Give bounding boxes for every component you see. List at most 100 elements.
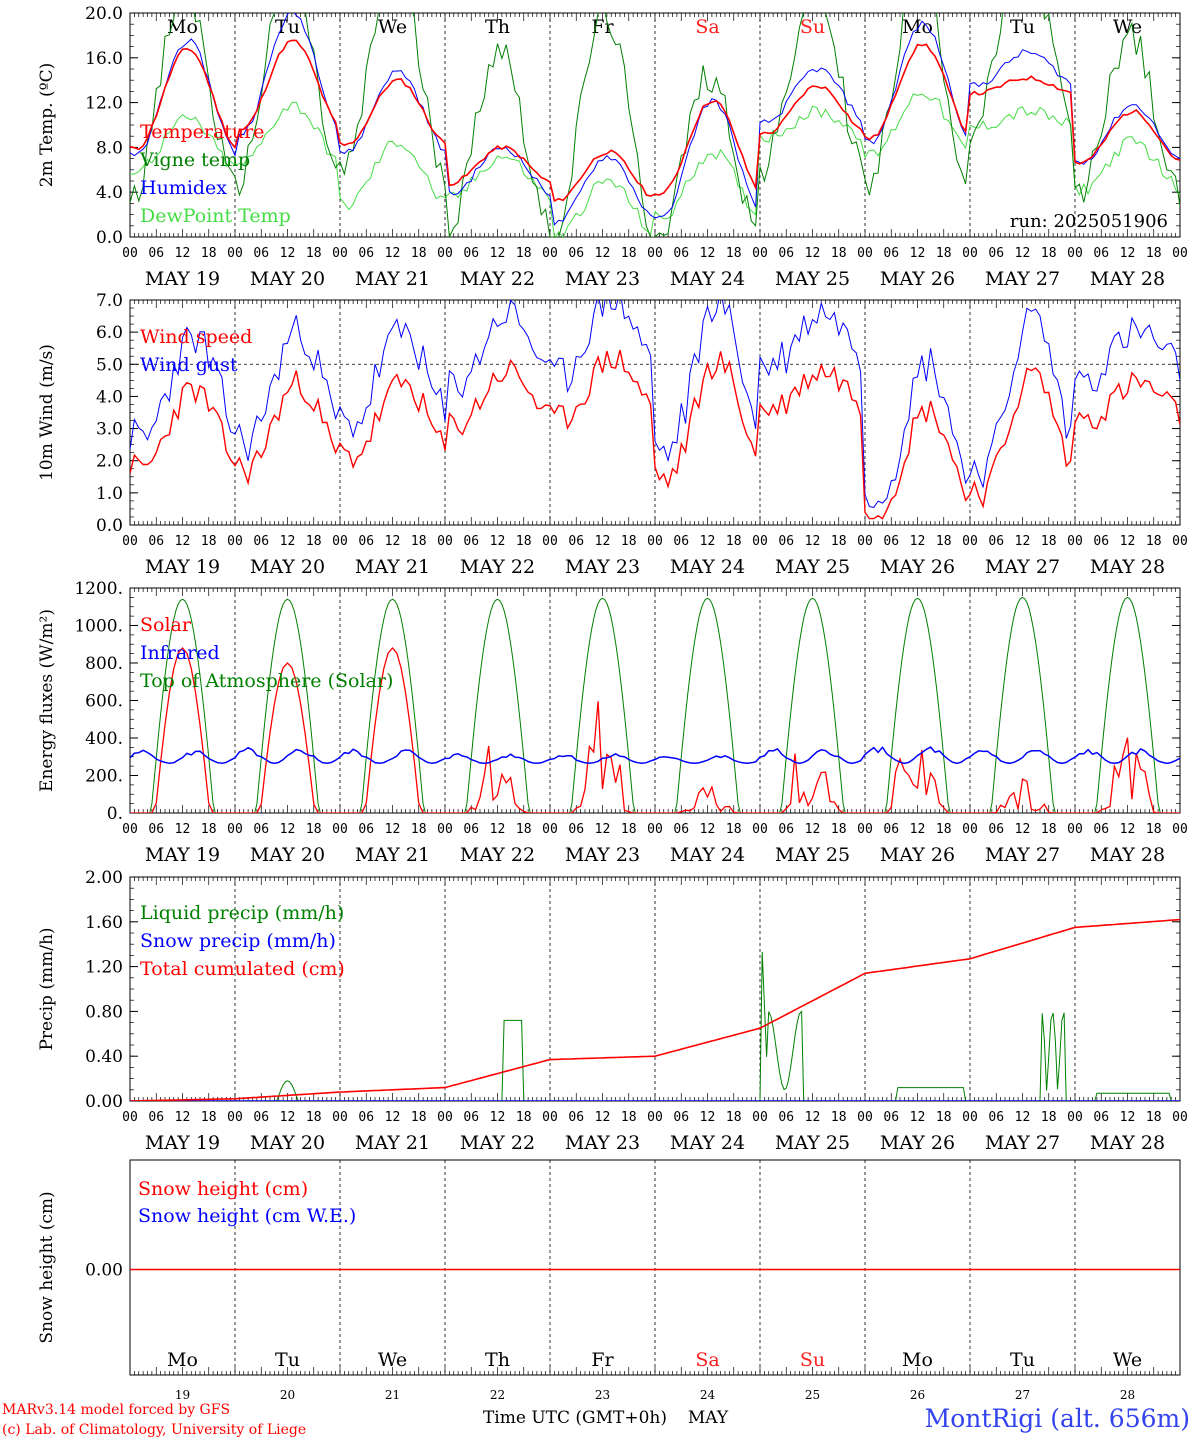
y-tick-label: 1000. xyxy=(74,617,123,637)
day-number-label: 22 xyxy=(490,1388,505,1402)
x-axis-month: MAY xyxy=(688,1408,729,1428)
hour-tick-label: 12 xyxy=(910,822,926,837)
weekday-label: Fr xyxy=(591,1349,614,1371)
hour-tick-label: 18 xyxy=(1146,534,1162,549)
hour-tick-label: 12 xyxy=(700,534,716,549)
hour-tick-label: 18 xyxy=(516,246,532,261)
y-axis-title: 10m Wind (m/s) xyxy=(37,344,57,481)
hour-tick-label: 12 xyxy=(1120,1110,1136,1125)
hour-tick-label: 00 xyxy=(437,246,453,261)
series-temperature xyxy=(130,39,1180,203)
y-tick-label: 4.0 xyxy=(96,387,123,407)
hour-tick-label: 18 xyxy=(726,246,742,261)
hour-tick-label: 18 xyxy=(726,1110,742,1125)
y-tick-label: 7.0 xyxy=(96,291,123,311)
y-tick-label: 600. xyxy=(85,692,123,712)
hour-tick-label: 06 xyxy=(883,534,899,549)
hour-tick-label: 18 xyxy=(1146,1110,1162,1125)
date-label: MAY 21 xyxy=(355,268,430,290)
hour-tick-label: 12 xyxy=(700,822,716,837)
y-tick-label: 200. xyxy=(85,767,123,787)
hour-tick-label: 00 xyxy=(752,246,768,261)
hour-tick-label: 12 xyxy=(910,246,926,261)
hour-tick-label: 00 xyxy=(122,822,138,837)
y-axis-title: 2m Temp. (ºC) xyxy=(37,63,57,188)
date-label: MAY 23 xyxy=(565,1132,640,1154)
date-label: MAY 24 xyxy=(670,268,745,290)
date-label: MAY 28 xyxy=(1090,556,1165,578)
weekday-label: Sa xyxy=(695,16,719,38)
date-label: MAY 25 xyxy=(775,1132,850,1154)
hour-tick-label: 06 xyxy=(778,246,794,261)
date-label: MAY 28 xyxy=(1090,1132,1165,1154)
legend-entry: Infrared xyxy=(140,642,220,664)
date-label: MAY 19 xyxy=(145,1132,220,1154)
day-number-label: 25 xyxy=(805,1388,820,1402)
weekday-label: Tu xyxy=(1010,1349,1035,1371)
date-label: MAY 27 xyxy=(985,844,1060,866)
date-label: MAY 24 xyxy=(670,844,745,866)
series-toa-solar xyxy=(130,596,1180,813)
hour-tick-label: 00 xyxy=(227,822,243,837)
hour-tick-label: 12 xyxy=(910,1110,926,1125)
hour-tick-label: 18 xyxy=(411,534,427,549)
hour-tick-label: 18 xyxy=(201,822,217,837)
date-label: MAY 25 xyxy=(775,556,850,578)
hour-tick-label: 12 xyxy=(1015,1110,1031,1125)
hour-tick-label: 18 xyxy=(831,246,847,261)
y-tick-label: 20.0 xyxy=(85,4,123,24)
date-label: MAY 25 xyxy=(775,268,850,290)
y-tick-label: 12.0 xyxy=(85,94,123,114)
hour-tick-label: 00 xyxy=(647,534,663,549)
series-wind-gust xyxy=(130,300,1180,508)
hour-tick-label: 12 xyxy=(490,822,506,837)
hour-tick-label: 06 xyxy=(358,822,374,837)
y-tick-label: 1.20 xyxy=(85,958,123,978)
hour-tick-label: 06 xyxy=(568,534,584,549)
series-infrared xyxy=(130,746,1180,765)
hour-tick-label: 18 xyxy=(1041,534,1057,549)
legend-entry: Wind gust xyxy=(140,354,238,376)
legend-entry: Humidex xyxy=(140,177,227,199)
hour-tick-label: 18 xyxy=(726,822,742,837)
weekday-label: Su xyxy=(800,16,825,38)
legend-entry: Liquid precip (mm/h) xyxy=(140,902,344,924)
hour-tick-label: 00 xyxy=(437,1110,453,1125)
hour-tick-label: 06 xyxy=(673,822,689,837)
hour-tick-label: 00 xyxy=(332,246,348,261)
hour-tick-label: 18 xyxy=(936,822,952,837)
hour-tick-label: 18 xyxy=(831,534,847,549)
weekday-label: We xyxy=(378,16,407,38)
hour-tick-label: 18 xyxy=(306,534,322,549)
hour-tick-label: 00 xyxy=(542,246,558,261)
date-label: MAY 22 xyxy=(460,268,535,290)
date-label: MAY 27 xyxy=(985,1132,1060,1154)
hour-tick-label: 00 xyxy=(1067,822,1083,837)
hour-tick-label: 12 xyxy=(280,822,296,837)
hour-tick-label: 00 xyxy=(857,246,873,261)
hour-tick-label: 00 xyxy=(857,1110,873,1125)
date-label: MAY 19 xyxy=(145,268,220,290)
hour-tick-label: 18 xyxy=(516,1110,532,1125)
hour-tick-label: 12 xyxy=(280,246,296,261)
day-number-label: 27 xyxy=(1015,1388,1030,1402)
hour-tick-label: 00 xyxy=(332,822,348,837)
hour-tick-label: 18 xyxy=(726,534,742,549)
hour-tick-label: 12 xyxy=(175,534,191,549)
hour-tick-label: 18 xyxy=(621,822,637,837)
hour-tick-label: 18 xyxy=(936,1110,952,1125)
weekday-label: Tu xyxy=(275,16,300,38)
hour-tick-label: 12 xyxy=(490,534,506,549)
hour-tick-label: 12 xyxy=(490,1110,506,1125)
hour-tick-label: 12 xyxy=(910,534,926,549)
hour-tick-label: 00 xyxy=(962,246,978,261)
hour-tick-label: 06 xyxy=(463,822,479,837)
hour-tick-label: 00 xyxy=(122,246,138,261)
hour-tick-label: 12 xyxy=(1120,534,1136,549)
hour-tick-label: 06 xyxy=(883,1110,899,1125)
hour-tick-label: 00 xyxy=(1067,246,1083,261)
weekday-label: Su xyxy=(800,1349,825,1371)
hour-tick-label: 00 xyxy=(437,534,453,549)
hour-tick-label: 00 xyxy=(962,1110,978,1125)
date-label: MAY 26 xyxy=(880,556,955,578)
